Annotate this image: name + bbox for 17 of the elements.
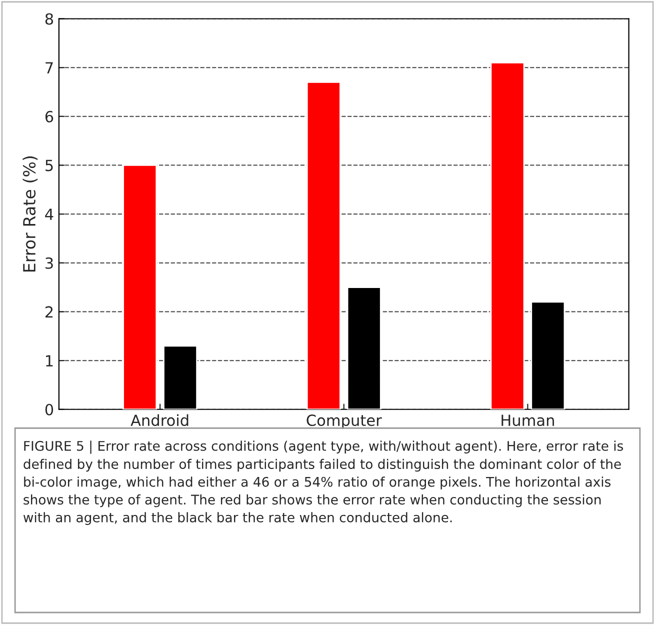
x-tick-label: Android xyxy=(130,414,188,426)
bar xyxy=(490,62,525,410)
caption: FIGURE 5 | Error rate across conditions (agent type, with/without agent). Here, error rate is defined by the number of times participants failed to distinguish the dominant color of the bi-color image, which had either a 46 or a 54% ratio of orange pixels. The horizontal axis shows the type of agent. The red bar shows the error rate when conducting the session with an agent, and the black bar the rate when conducted alone. xyxy=(23,440,624,525)
y-tick-label: 2 xyxy=(45,306,53,318)
y-tick-label: 5 xyxy=(46,160,53,172)
y-axis-title: Error Rate (%) xyxy=(22,156,38,272)
x-tick-label: Human xyxy=(502,414,554,426)
bar xyxy=(122,164,158,410)
y-tick-label: 8 xyxy=(45,13,54,25)
y-tick-label: 0 xyxy=(45,404,54,416)
y-tick-label: 3 xyxy=(46,257,53,269)
x-tick-label: Computer xyxy=(306,414,382,430)
y-tick-label: 7 xyxy=(46,62,53,74)
bar xyxy=(306,82,341,410)
y-tick-label: 1 xyxy=(46,355,53,366)
y-tick-label: 4 xyxy=(45,208,54,220)
y-tick-label: 6 xyxy=(45,110,54,122)
